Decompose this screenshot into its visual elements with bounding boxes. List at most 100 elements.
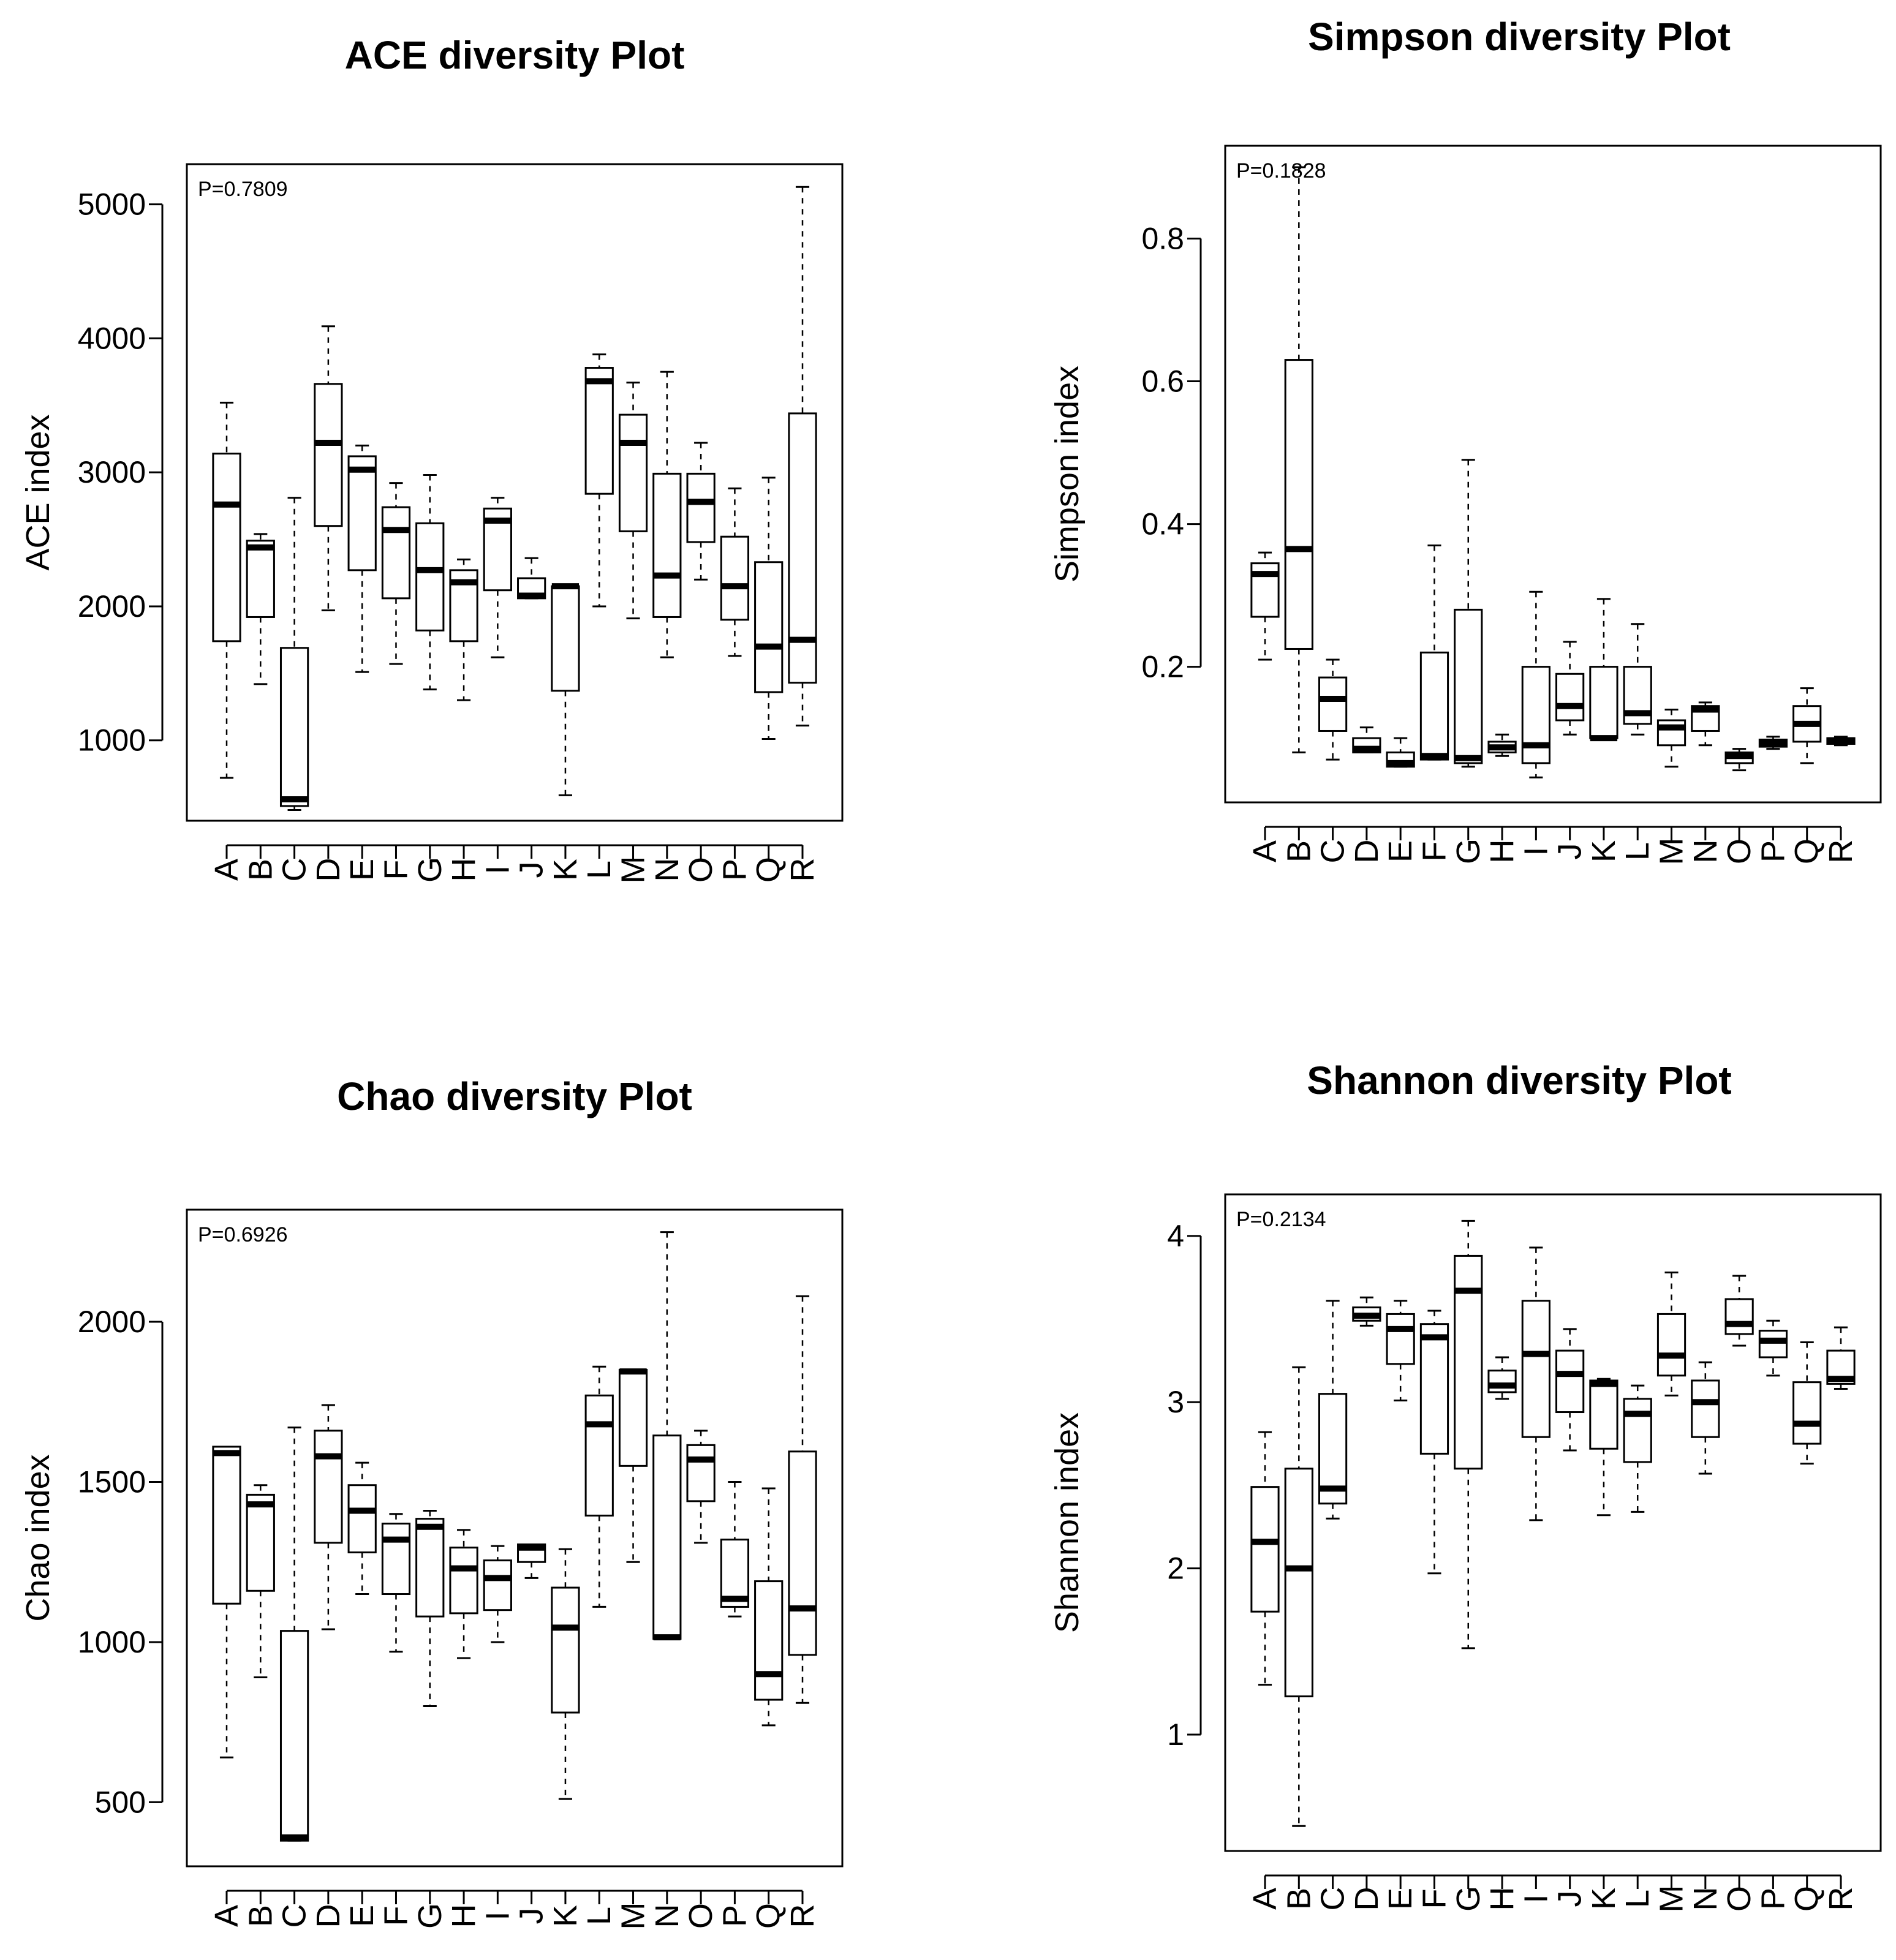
box-F (1419, 545, 1449, 761)
box-M (1656, 1272, 1686, 1396)
box-R (788, 186, 817, 727)
plot-frame (186, 163, 844, 822)
x-tick-label: G (412, 1903, 448, 1929)
x-tick-label: H (445, 858, 482, 882)
iqr-box (1555, 673, 1585, 722)
y-tick-label: 500 (95, 1785, 146, 1819)
box-H (449, 1529, 478, 1659)
box-R (1826, 1326, 1856, 1390)
iqr-box (754, 561, 784, 693)
iqr-box (381, 1522, 411, 1596)
iqr-box (381, 506, 411, 600)
box-G (1454, 1219, 1483, 1649)
x-tick-label: Q (750, 857, 787, 883)
y-tick-label: 0.4 (1141, 507, 1184, 541)
box-H (1487, 1356, 1517, 1400)
iqr-box (279, 647, 309, 807)
x-tick-label: L (1619, 1890, 1656, 1908)
iqr-box (1691, 1379, 1720, 1438)
x-tick-label: Q (750, 1903, 787, 1929)
box-G (1454, 459, 1483, 768)
iqr-box (1589, 1379, 1618, 1450)
box-I (483, 497, 512, 658)
p-value-annotation: P=0.2134 (1236, 1208, 1326, 1231)
x-tick-label: R (1822, 840, 1859, 864)
chart-title: ACE diversity Plot (345, 33, 685, 77)
x-tick-label: J (513, 862, 550, 878)
x-tick-label: L (581, 1907, 618, 1925)
box-J (517, 557, 546, 600)
box-O (686, 1430, 716, 1544)
x-tick-label: N (649, 1904, 686, 1928)
iqr-box (652, 472, 682, 618)
x-tick-label: I (1517, 1894, 1554, 1903)
box-K (551, 583, 580, 796)
x-tick-label: B (242, 1905, 279, 1927)
x-tick-label: J (1552, 843, 1588, 860)
box-Q (1792, 687, 1822, 764)
y-tick-label: 3000 (78, 455, 146, 489)
iqr-box (686, 1444, 716, 1502)
y-tick-label: 0.2 (1141, 650, 1184, 684)
y-tick-label: 1500 (78, 1464, 146, 1499)
iqr-box (1589, 666, 1618, 739)
iqr-box (415, 1518, 445, 1618)
x-tick-label: O (682, 1903, 719, 1929)
x-tick-label: P (1754, 840, 1791, 862)
iqr-box (347, 1484, 377, 1554)
box-A (212, 1446, 241, 1758)
iqr-box (754, 1580, 784, 1701)
iqr-box (584, 367, 614, 495)
iqr-box (584, 1394, 614, 1517)
x-tick-label: I (479, 865, 516, 874)
box-E (1386, 737, 1415, 768)
box-M (1656, 709, 1686, 768)
iqr-box (551, 1586, 580, 1714)
iqr-box (1656, 1313, 1686, 1377)
iqr-box (1250, 1486, 1280, 1613)
iqr-box (1318, 1393, 1348, 1505)
box-F (1419, 1310, 1449, 1575)
x-tick-label: N (1687, 840, 1724, 864)
iqr-box (314, 1430, 343, 1544)
box-D (1352, 1296, 1381, 1327)
y-axis-label: Chao index (20, 1454, 56, 1621)
box-J (1555, 641, 1585, 736)
y-tick-label: 0.8 (1141, 221, 1184, 255)
box-E (347, 1461, 377, 1596)
box-P (1758, 736, 1788, 750)
x-tick-label: G (1450, 1886, 1487, 1912)
iqr-box (618, 413, 648, 532)
box-G (415, 1510, 445, 1708)
box-M (618, 1368, 648, 1563)
y-tick-label: 5000 (78, 187, 146, 222)
box-A (212, 401, 241, 779)
box-I (1521, 590, 1550, 778)
plot-frame (1224, 145, 1882, 804)
x-tick-label: M (615, 1902, 652, 1930)
box-N (1691, 1361, 1720, 1475)
box-Q (1792, 1341, 1822, 1465)
x-tick-label: E (1382, 840, 1419, 862)
box-N (652, 1231, 682, 1641)
box-C (1318, 658, 1348, 761)
y-tick-label: 1 (1167, 1717, 1184, 1752)
x-tick-label: J (1552, 1891, 1588, 1907)
box-A (1250, 1431, 1280, 1686)
x-tick-label: E (344, 859, 380, 881)
box-L (1623, 623, 1652, 736)
x-tick-label: C (1315, 840, 1351, 864)
iqr-box (347, 455, 377, 571)
iqr-box (246, 1493, 275, 1592)
x-tick-label: R (784, 1904, 821, 1928)
iqr-box (1521, 1300, 1550, 1438)
x-tick-label: J (513, 1908, 550, 1924)
shannon-plot-panel: Shannon diversity Plot Shannon index 1 2 3 4 A… (980, 992, 1896, 1960)
p-value-annotation: P=0.1828 (1236, 159, 1326, 183)
iqr-box (686, 472, 716, 543)
x-tick-label: N (649, 858, 686, 882)
p-value-annotation: P=0.7809 (198, 178, 288, 201)
x-tick-label: C (1315, 1887, 1351, 1911)
x-tick-label: B (1280, 1888, 1317, 1910)
y-tick-label: 3 (1167, 1385, 1184, 1419)
